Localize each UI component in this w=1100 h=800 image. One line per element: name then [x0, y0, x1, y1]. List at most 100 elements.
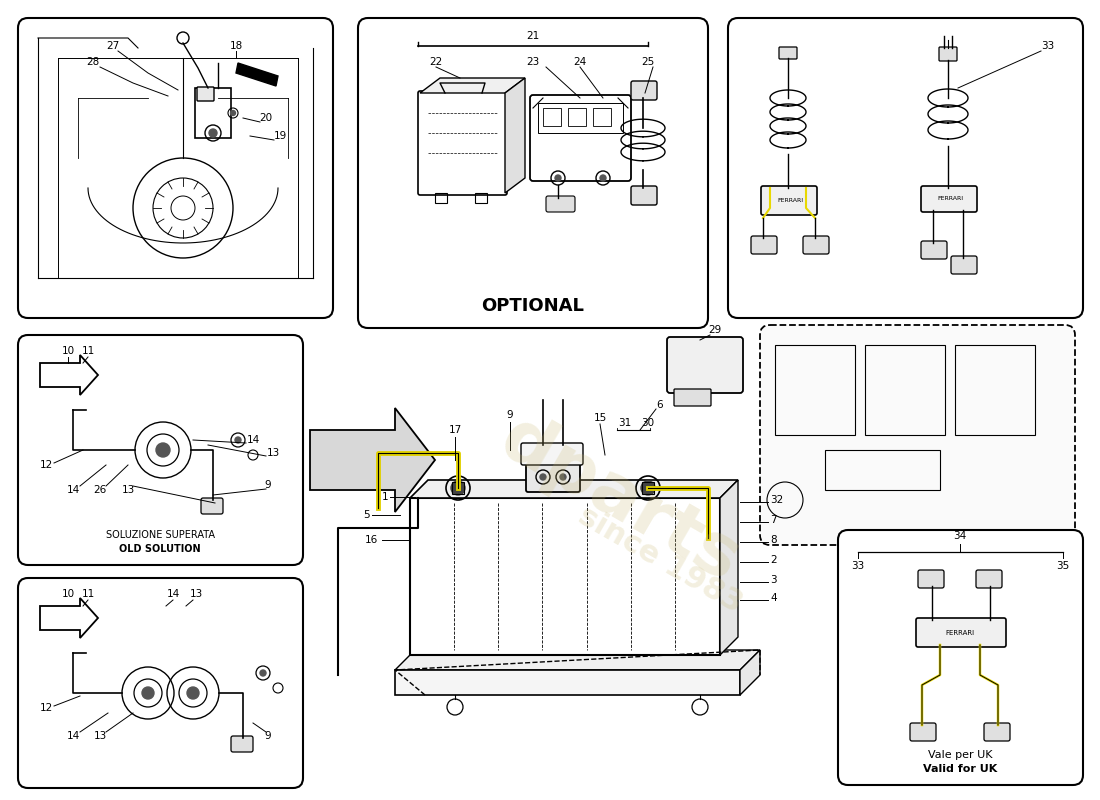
Bar: [543, 108, 561, 126]
Circle shape: [235, 437, 241, 443]
FancyBboxPatch shape: [546, 196, 575, 212]
Text: FERRARI: FERRARI: [777, 198, 803, 202]
Text: 13: 13: [189, 589, 202, 599]
Polygon shape: [740, 650, 760, 695]
Text: 31: 31: [618, 418, 631, 428]
Text: Vale per UK: Vale per UK: [927, 750, 992, 760]
Text: OPTIONAL: OPTIONAL: [482, 297, 584, 315]
Text: 27: 27: [107, 41, 120, 51]
FancyBboxPatch shape: [18, 578, 303, 788]
Polygon shape: [236, 63, 278, 86]
Polygon shape: [420, 78, 525, 93]
Polygon shape: [395, 650, 760, 670]
FancyBboxPatch shape: [976, 570, 1002, 588]
Text: 11: 11: [81, 589, 95, 599]
Circle shape: [231, 110, 235, 115]
Circle shape: [156, 443, 170, 457]
FancyBboxPatch shape: [939, 47, 957, 61]
Text: Valid for UK: Valid for UK: [923, 764, 997, 774]
Text: 7: 7: [770, 515, 777, 525]
Bar: [475, 193, 487, 203]
Text: 20: 20: [260, 113, 273, 123]
Polygon shape: [505, 78, 525, 193]
Text: 26: 26: [94, 485, 107, 495]
FancyBboxPatch shape: [667, 337, 743, 393]
Text: FERRARI: FERRARI: [937, 197, 964, 202]
FancyBboxPatch shape: [760, 325, 1075, 545]
Circle shape: [600, 175, 606, 181]
Circle shape: [641, 481, 654, 495]
Circle shape: [560, 474, 566, 480]
FancyBboxPatch shape: [952, 256, 977, 274]
Circle shape: [540, 474, 546, 480]
Text: since 1983: since 1983: [573, 502, 747, 618]
Polygon shape: [40, 355, 98, 395]
Text: 9: 9: [265, 731, 272, 741]
Bar: [538, 103, 623, 133]
Text: 15: 15: [593, 413, 606, 423]
FancyBboxPatch shape: [530, 95, 631, 181]
Circle shape: [451, 481, 465, 495]
FancyBboxPatch shape: [779, 47, 798, 59]
Text: 13: 13: [121, 485, 134, 495]
Text: 23: 23: [527, 57, 540, 67]
Text: OLD SOLUTION: OLD SOLUTION: [119, 544, 201, 554]
Polygon shape: [395, 670, 740, 695]
Text: 28: 28: [87, 57, 100, 67]
Circle shape: [142, 687, 154, 699]
Text: 22: 22: [429, 57, 442, 67]
Text: 9: 9: [507, 410, 514, 420]
Text: 6: 6: [657, 400, 663, 410]
Text: 8: 8: [770, 535, 777, 545]
Text: 30: 30: [641, 418, 654, 428]
Text: 12: 12: [40, 703, 53, 713]
Text: 10: 10: [62, 589, 75, 599]
FancyBboxPatch shape: [728, 18, 1084, 318]
Polygon shape: [40, 598, 98, 638]
Text: 16: 16: [365, 535, 378, 545]
FancyBboxPatch shape: [751, 236, 777, 254]
Text: 33: 33: [1042, 41, 1055, 51]
Text: 33: 33: [851, 561, 865, 571]
Text: 18: 18: [230, 41, 243, 51]
Text: FERRARI: FERRARI: [945, 630, 975, 636]
Bar: [955, 345, 1035, 435]
FancyBboxPatch shape: [921, 186, 977, 212]
FancyBboxPatch shape: [984, 723, 1010, 741]
FancyBboxPatch shape: [631, 186, 657, 205]
FancyBboxPatch shape: [18, 335, 303, 565]
Text: 17: 17: [449, 425, 462, 435]
Text: 19: 19: [274, 131, 287, 141]
Text: 11: 11: [81, 346, 95, 356]
Text: 13: 13: [94, 731, 107, 741]
FancyBboxPatch shape: [674, 389, 711, 406]
Text: 10: 10: [62, 346, 75, 356]
Bar: [434, 193, 447, 203]
Bar: [825, 450, 940, 490]
Polygon shape: [410, 498, 720, 655]
FancyBboxPatch shape: [358, 18, 708, 328]
FancyBboxPatch shape: [803, 236, 829, 254]
Text: 14: 14: [66, 485, 79, 495]
Bar: [865, 345, 945, 435]
Bar: [776, 345, 855, 435]
FancyBboxPatch shape: [761, 186, 817, 215]
Text: 32: 32: [770, 495, 783, 505]
Text: 14: 14: [66, 731, 79, 741]
Text: 24: 24: [573, 57, 586, 67]
Text: 4: 4: [770, 593, 777, 603]
Text: 2: 2: [770, 555, 777, 565]
Circle shape: [209, 129, 217, 137]
FancyBboxPatch shape: [521, 443, 583, 465]
FancyBboxPatch shape: [921, 241, 947, 259]
Text: 35: 35: [1056, 561, 1069, 571]
Text: 21: 21: [527, 31, 540, 41]
Text: dparts: dparts: [487, 404, 752, 596]
FancyBboxPatch shape: [201, 498, 223, 514]
FancyBboxPatch shape: [910, 723, 936, 741]
Bar: [593, 108, 611, 126]
Bar: [568, 108, 586, 126]
Bar: [195, 88, 231, 138]
Text: 14: 14: [246, 435, 260, 445]
FancyBboxPatch shape: [418, 91, 507, 195]
